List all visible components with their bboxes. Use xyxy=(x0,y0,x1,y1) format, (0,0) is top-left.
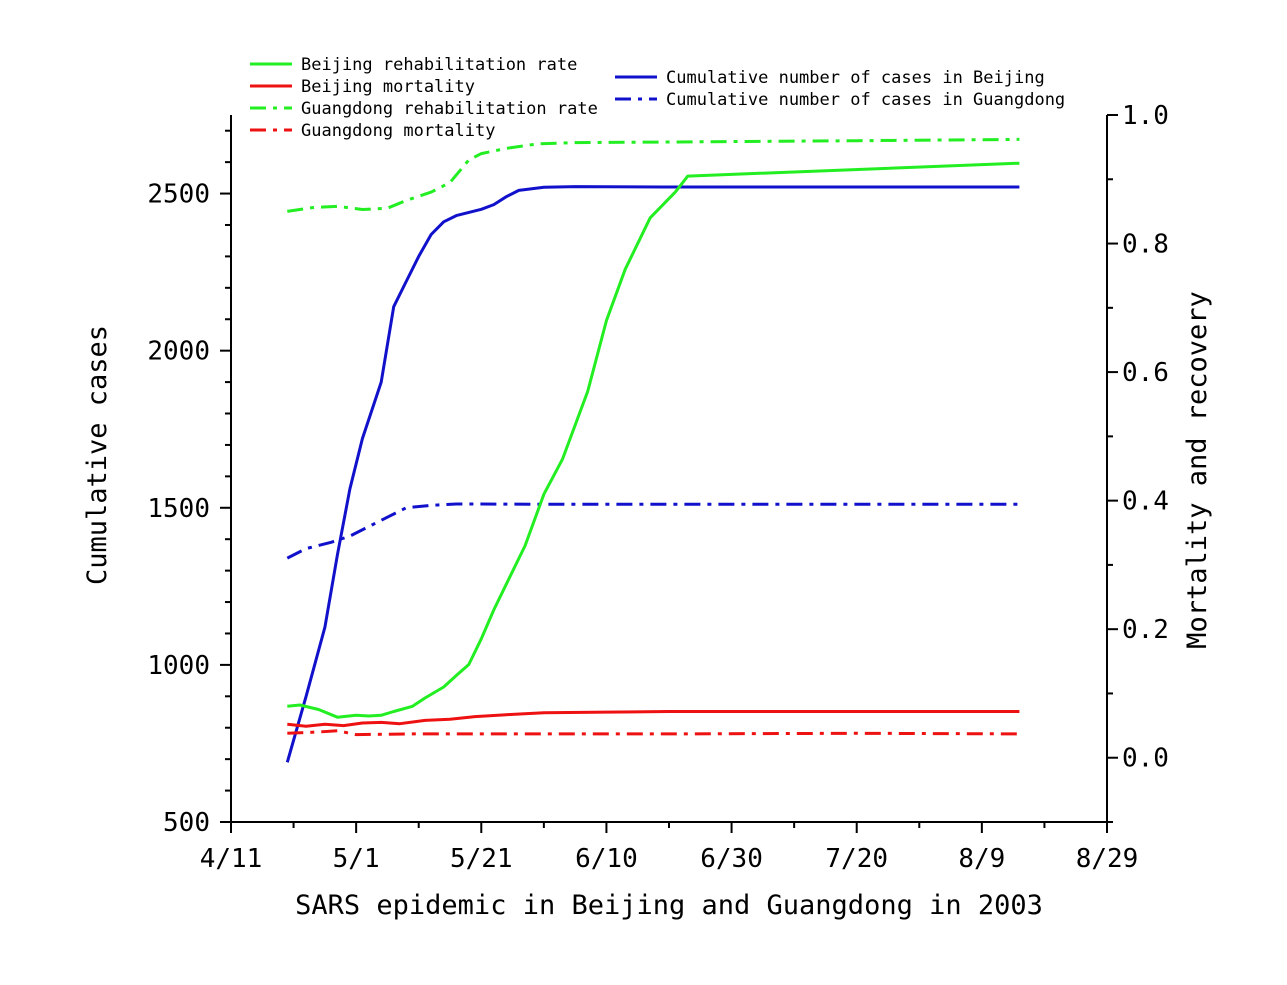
y-axis-left-title: Cumulative cases xyxy=(82,325,113,585)
x-tick-label: 8/9 xyxy=(958,844,1005,874)
y-right-tick-label: 0.8 xyxy=(1122,230,1169,260)
y-right-tick-label: 0.6 xyxy=(1122,358,1169,388)
x-tick-label: 6/10 xyxy=(575,844,638,874)
legend-left-item-label: Beijing rehabilitation rate xyxy=(301,55,577,75)
y-right-tick-label: 1.0 xyxy=(1122,101,1169,131)
y-left-tick-label: 2000 xyxy=(147,337,210,367)
x-tick-label: 7/20 xyxy=(825,844,888,874)
series-line-cumulative-number-of-cases-in-beijing xyxy=(285,185,1020,763)
series-lines xyxy=(285,137,1020,763)
y-axis-right-title: Mortality and recovery xyxy=(1182,291,1213,649)
legend-left-item-label: Guangdong mortality xyxy=(301,121,495,141)
y-left-tick-label: 1000 xyxy=(147,651,210,681)
legend-right-item-label: Cumulative number of cases in Guangdong xyxy=(666,90,1065,110)
y-right-tick-label: 0.2 xyxy=(1122,615,1169,645)
y-right-tick-label: 0.0 xyxy=(1122,744,1169,774)
series-line-beijing-mortality xyxy=(287,710,1020,728)
y-left-tick-label: 2500 xyxy=(147,180,210,210)
x-axis-title: SARS epidemic in Beijing and Guangdong i… xyxy=(295,890,1043,921)
y-right-tick-label: 0.4 xyxy=(1122,487,1169,517)
y-left-tick-label: 500 xyxy=(163,808,210,838)
series-line-guangdong-rehabilitation-rate xyxy=(287,137,1020,213)
x-tick-label: 8/29 xyxy=(1076,844,1139,874)
x-tick-label: 6/30 xyxy=(700,844,763,874)
series-line-guangdong-mortality xyxy=(287,729,1020,737)
x-tick-label: 4/11 xyxy=(200,844,263,874)
ticks: 4/11 5/1 5/21 6/10 6/30 7/20 8/9 8/29 500 1000 150… xyxy=(147,101,1169,874)
x-tick-label: 5/21 xyxy=(450,844,513,874)
series-line-beijing-rehabilitation-rate xyxy=(287,161,1020,719)
legend-left-item-label: Beijing mortality xyxy=(301,77,475,97)
series-line-cumulative-number-of-cases-in-guangdong xyxy=(286,502,1020,560)
x-tick-label: 5/1 xyxy=(333,844,380,874)
legend-left-item-label: Guangdong rehabilitation rate xyxy=(301,99,598,119)
y-left-tick-label: 1500 xyxy=(147,494,210,524)
legend-right-item-label: Cumulative number of cases in Beijing xyxy=(666,68,1045,88)
